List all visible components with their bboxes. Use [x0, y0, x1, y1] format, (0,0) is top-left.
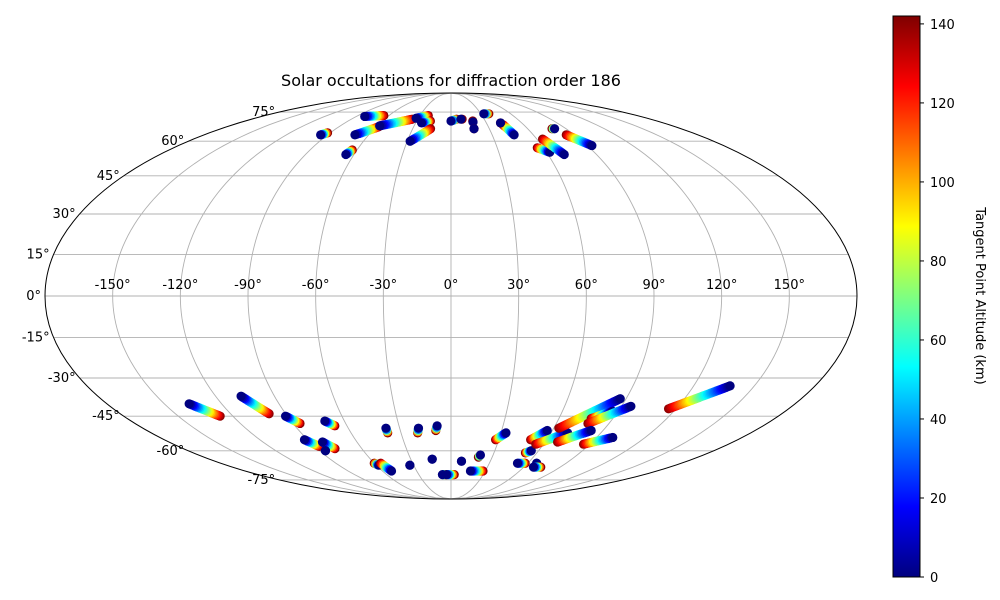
occultation-point [559, 149, 569, 160]
occultation-point [495, 118, 506, 128]
colorbar-tick-label: 120 [930, 97, 955, 112]
colorbar-tick-label: 100 [930, 176, 955, 191]
occultation-point [416, 118, 427, 128]
occultation-point [350, 130, 360, 140]
longitude-tick-labels: -150° -120° -90° -60° -30° 0° 30° 60° 90° 120° 150… [95, 278, 805, 293]
colorbar: 0 20 40 60 80 100 120 140 Tangent Point Altitud… [892, 15, 987, 586]
occultation-point [501, 428, 511, 438]
occultation-point [526, 446, 536, 456]
occultation-point [509, 130, 519, 140]
longitude-tick-label: -30° [369, 278, 397, 293]
occultation-point [479, 109, 489, 119]
occultation-point [341, 149, 351, 160]
longitude-tick-label: 120° [706, 278, 737, 293]
occultation-point [608, 432, 618, 443]
colorbar-tick-label: 40 [930, 413, 947, 428]
occultation-point [549, 124, 560, 134]
longitude-tick-label: -60° [302, 278, 330, 293]
longitude-tick-label: -120° [162, 278, 198, 293]
occultation-point [432, 421, 442, 431]
occultation-point [316, 130, 326, 140]
latitude-tick-label: -60° [157, 444, 185, 459]
latitude-tick-label: 0° [26, 289, 41, 304]
map-boundary [44, 92, 858, 500]
longitude-tick-label: -90° [234, 278, 262, 293]
occultation-point [626, 401, 636, 411]
occultation-point [615, 394, 625, 404]
occultation-point [413, 423, 424, 433]
longitude-tick-label: 30° [507, 278, 530, 293]
colorbar-tick-label: 0 [930, 571, 938, 586]
occultation-point [299, 435, 310, 445]
colorbar-tick-label: 20 [930, 492, 947, 507]
longitude-tick-label: 0° [444, 278, 459, 293]
longitude-tick-label: 60° [575, 278, 598, 293]
latitude-tick-label: 15° [27, 247, 50, 262]
colorbar-tick-label: 60 [930, 334, 947, 349]
longitude-tick-label: 90° [642, 278, 665, 293]
occultation-point [512, 458, 523, 468]
occultation-point [542, 425, 552, 436]
occultation-point [405, 460, 415, 470]
occultation-point [456, 456, 467, 466]
latitude-tick-labels: 75° 60° 45° 30° 15° 0° -15° -30° -45° -60° -75° [22, 105, 275, 488]
occultation-point [475, 450, 486, 460]
latitude-tick-label: 60° [161, 134, 184, 149]
graticule [45, 92, 857, 500]
occultation-point [465, 466, 476, 476]
latitude-tick-label: -30° [48, 371, 76, 386]
occultation-point [381, 423, 391, 433]
chart-title: Solar occultations for diffraction order… [281, 71, 621, 90]
occultation-point [386, 466, 397, 476]
occultation-point [725, 381, 735, 391]
occultation-point [375, 121, 385, 131]
longitude-tick-label: -150° [95, 278, 131, 293]
occultation-point [184, 399, 194, 409]
colorbar-tick-label: 140 [930, 18, 955, 33]
occultation-point [586, 425, 596, 436]
latitude-tick-label: 30° [53, 207, 76, 222]
colorbar-ticks: 0 20 40 60 80 100 120 140 [920, 18, 955, 586]
occultation-point [317, 437, 328, 447]
colorbar-tick-label: 80 [930, 255, 947, 270]
occultation-point [468, 117, 478, 127]
colorbar-gradient [892, 15, 921, 578]
occultation-point [427, 454, 437, 464]
colorbar-label: Tangent Point Altitude (km) [972, 206, 987, 384]
occultation-point [280, 411, 291, 421]
latitude-tick-label: 75° [252, 105, 275, 120]
occultation-point [456, 114, 466, 124]
latitude-tick-label: -45° [92, 409, 120, 424]
occultation-point [446, 116, 456, 126]
latitude-tick-label: -75° [247, 473, 275, 488]
occultation-point [320, 446, 331, 456]
occultation-point [405, 136, 415, 146]
occultation-point [236, 391, 246, 401]
occultation-point [360, 111, 370, 122]
occultation-point [320, 416, 330, 426]
occultation-points [184, 109, 735, 480]
occultation-point [442, 470, 452, 480]
occultation-point [528, 462, 539, 472]
occultation-point [469, 124, 479, 134]
latitude-tick-label: -15° [22, 331, 50, 346]
latitude-tick-label: 45° [97, 169, 120, 184]
occultation-point [587, 140, 597, 151]
longitude-tick-label: 150° [774, 278, 805, 293]
